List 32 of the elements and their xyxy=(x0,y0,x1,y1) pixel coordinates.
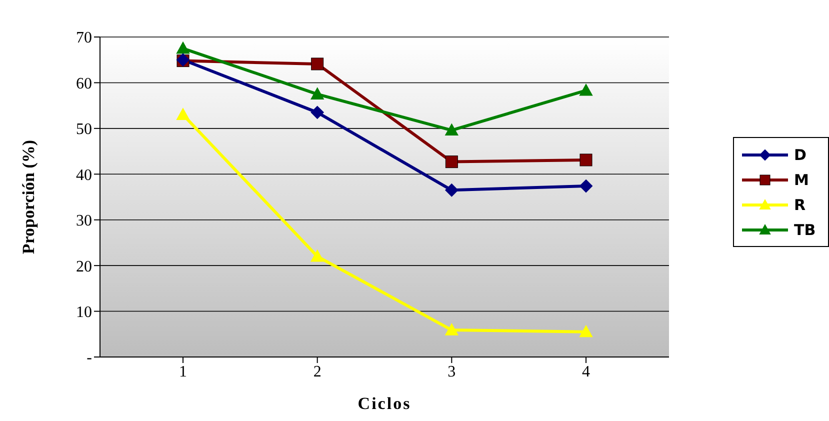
point xyxy=(310,88,324,100)
x-axis-title: Ciclos xyxy=(358,394,412,413)
y-tick-label: 30 xyxy=(76,212,92,230)
point xyxy=(310,106,324,119)
x-tick-label: 2 xyxy=(313,363,322,380)
y-tick-label: 20 xyxy=(76,258,92,276)
point xyxy=(310,250,324,262)
y-tick-label: 10 xyxy=(76,304,92,321)
point xyxy=(445,324,458,336)
x-tick-label: 4 xyxy=(582,363,590,380)
x-tick-label: 3 xyxy=(448,363,456,380)
point xyxy=(445,156,458,168)
y-tick-label: 60 xyxy=(76,75,92,92)
legend-label: D xyxy=(794,146,806,164)
point xyxy=(580,180,592,193)
y-tick-label: 70 xyxy=(76,30,92,47)
legend-label: TB xyxy=(794,220,816,238)
x-tick-label: 1 xyxy=(179,363,187,380)
point xyxy=(311,58,324,70)
point xyxy=(445,184,458,197)
y-axis-title: Proporción (%) xyxy=(19,140,38,254)
y-tick-label: 50 xyxy=(76,121,92,138)
point xyxy=(580,325,592,338)
legend-label: R xyxy=(794,196,806,214)
point xyxy=(176,42,190,54)
y-tick-label: - xyxy=(86,350,92,367)
point xyxy=(580,84,592,96)
point xyxy=(176,108,190,120)
point xyxy=(580,154,592,166)
legend-label: M xyxy=(794,170,809,188)
point xyxy=(445,124,458,136)
y-tick-label: 40 xyxy=(76,166,92,184)
